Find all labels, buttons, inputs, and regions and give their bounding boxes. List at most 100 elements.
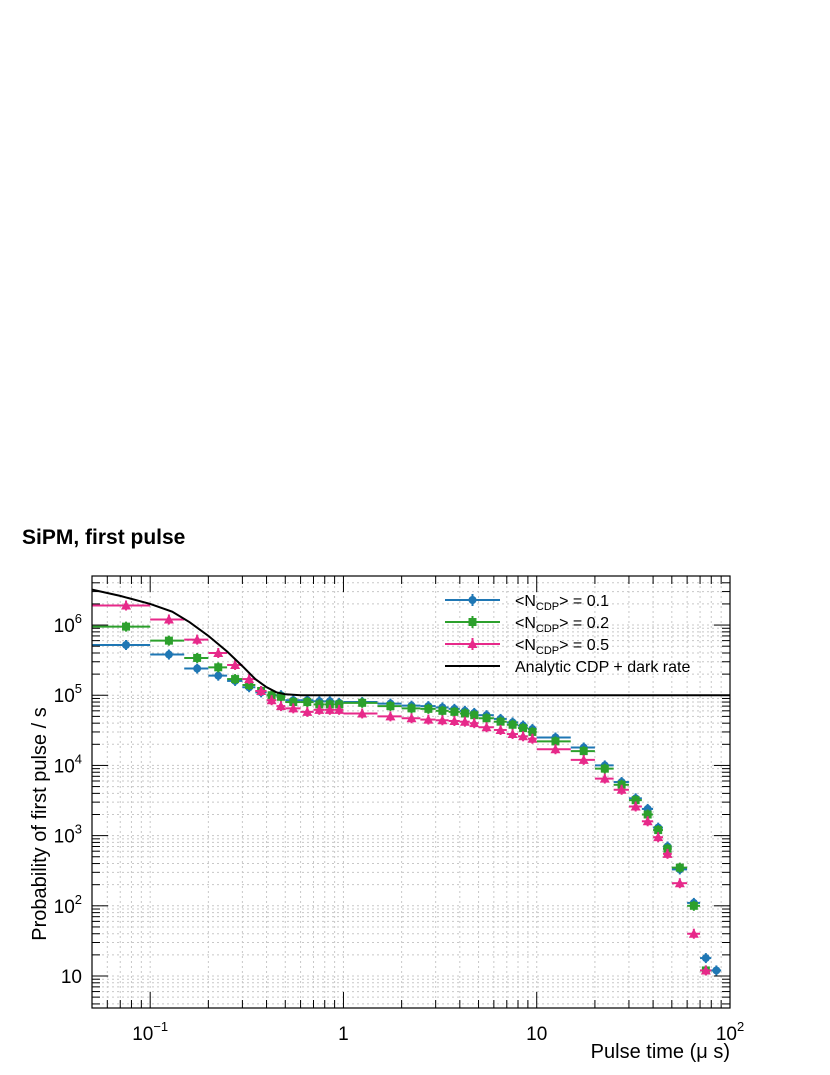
data-point bbox=[314, 704, 325, 714]
data-point bbox=[551, 737, 560, 746]
data-point bbox=[459, 716, 470, 726]
data-point bbox=[495, 724, 506, 734]
data-point bbox=[460, 709, 469, 718]
data-point bbox=[643, 810, 652, 819]
data-point bbox=[358, 698, 367, 707]
data-point bbox=[163, 614, 174, 624]
data-point bbox=[213, 647, 224, 657]
grid bbox=[91, 575, 731, 1008]
data-point bbox=[662, 848, 673, 858]
data-point bbox=[496, 717, 505, 726]
y-axis-label: Probability of first pulse / s bbox=[29, 707, 51, 940]
y-tick-label: 103 bbox=[54, 822, 82, 848]
data-point bbox=[481, 722, 492, 732]
data-point bbox=[482, 714, 491, 723]
y-tick-label: 106 bbox=[54, 611, 82, 637]
data-point bbox=[579, 747, 588, 756]
data-point bbox=[631, 796, 640, 805]
legend-item-3: <NCDP> = 0.5 bbox=[445, 637, 609, 657]
data-point bbox=[675, 863, 684, 872]
data-point bbox=[315, 700, 324, 709]
legend-item-1: <NCDP> = 0.1 bbox=[445, 593, 609, 613]
legend-item-4: Analytic CDP + dark rate bbox=[445, 659, 690, 676]
x-tick-label: 1 bbox=[338, 1024, 349, 1045]
data-point bbox=[663, 844, 672, 853]
x-tick-label: 10 bbox=[526, 1024, 547, 1045]
y-tick-label: 102 bbox=[54, 892, 82, 918]
data-point bbox=[437, 715, 448, 725]
data-point bbox=[527, 733, 538, 743]
legend-label: <NCDP> = 0.1 bbox=[515, 593, 609, 613]
data-point bbox=[519, 724, 528, 733]
x-tick-label: 102 bbox=[716, 1019, 744, 1045]
y-tick-label: 105 bbox=[54, 681, 82, 707]
data-point bbox=[335, 700, 344, 709]
legend-label: <NCDP> = 0.5 bbox=[515, 637, 609, 657]
data-point bbox=[122, 622, 131, 631]
y-tick-label: 104 bbox=[54, 751, 82, 777]
data-point bbox=[288, 703, 299, 713]
series-layer bbox=[92, 588, 730, 976]
data-point bbox=[164, 636, 173, 645]
data-point bbox=[385, 711, 396, 721]
legend-marker bbox=[468, 618, 477, 626]
data-point bbox=[303, 698, 312, 707]
legend-item-2: <NCDP> = 0.2 bbox=[445, 615, 609, 635]
legend-marker bbox=[468, 596, 477, 604]
data-point bbox=[630, 801, 641, 811]
data-point bbox=[674, 878, 685, 888]
data-point bbox=[701, 954, 710, 963]
data-point bbox=[386, 702, 395, 711]
data-point bbox=[193, 664, 202, 673]
legend-marker bbox=[467, 639, 478, 648]
x-axis-label: Pulse time (μ s) bbox=[591, 1041, 730, 1063]
data-point bbox=[616, 784, 627, 794]
data-point bbox=[712, 966, 721, 975]
data-point bbox=[469, 718, 480, 728]
data-point bbox=[600, 764, 609, 773]
data-point bbox=[507, 729, 518, 739]
data-point bbox=[193, 653, 202, 662]
data-point bbox=[245, 680, 254, 689]
data-point bbox=[122, 640, 131, 649]
data-point bbox=[302, 706, 313, 716]
data-point bbox=[407, 704, 416, 713]
data-point bbox=[689, 901, 698, 910]
data-point bbox=[192, 634, 203, 644]
data-point bbox=[266, 695, 277, 705]
data-point bbox=[121, 600, 132, 610]
data-point bbox=[470, 711, 479, 720]
analytic-curve bbox=[92, 588, 730, 697]
data-point bbox=[518, 731, 529, 741]
data-point bbox=[289, 698, 298, 707]
data-point bbox=[654, 826, 663, 835]
data-point bbox=[334, 704, 345, 714]
data-point bbox=[508, 720, 517, 729]
x-tick-label: 10−1 bbox=[132, 1019, 168, 1045]
data-point bbox=[424, 704, 433, 713]
data-point bbox=[642, 816, 653, 826]
ticks: 10−1 1 10 102 10 102 103 104 105 106 bbox=[54, 575, 744, 1045]
chart-title: SiPM, first pulse bbox=[22, 526, 185, 549]
data-point bbox=[406, 713, 417, 723]
data-point bbox=[528, 727, 537, 736]
data-point bbox=[244, 674, 255, 684]
legend: <NCDP> = 0.1<NCDP> = 0.2<NCDP> = 0.5 Anal… bbox=[445, 593, 690, 676]
legend-label: Analytic CDP + dark rate bbox=[515, 659, 690, 676]
data-point bbox=[700, 965, 711, 975]
data-point bbox=[214, 663, 223, 672]
series-1 bbox=[92, 639, 722, 976]
data-point bbox=[449, 715, 460, 725]
data-point bbox=[276, 692, 285, 701]
legend-label: <NCDP> = 0.2 bbox=[515, 615, 609, 635]
data-point bbox=[231, 675, 240, 684]
data-point bbox=[275, 701, 286, 711]
data-point bbox=[357, 708, 368, 718]
data-point bbox=[450, 707, 459, 716]
series-4 bbox=[92, 588, 730, 697]
data-point bbox=[688, 928, 699, 938]
data-point bbox=[550, 744, 561, 754]
series-3 bbox=[92, 600, 712, 976]
data-point bbox=[423, 714, 434, 724]
